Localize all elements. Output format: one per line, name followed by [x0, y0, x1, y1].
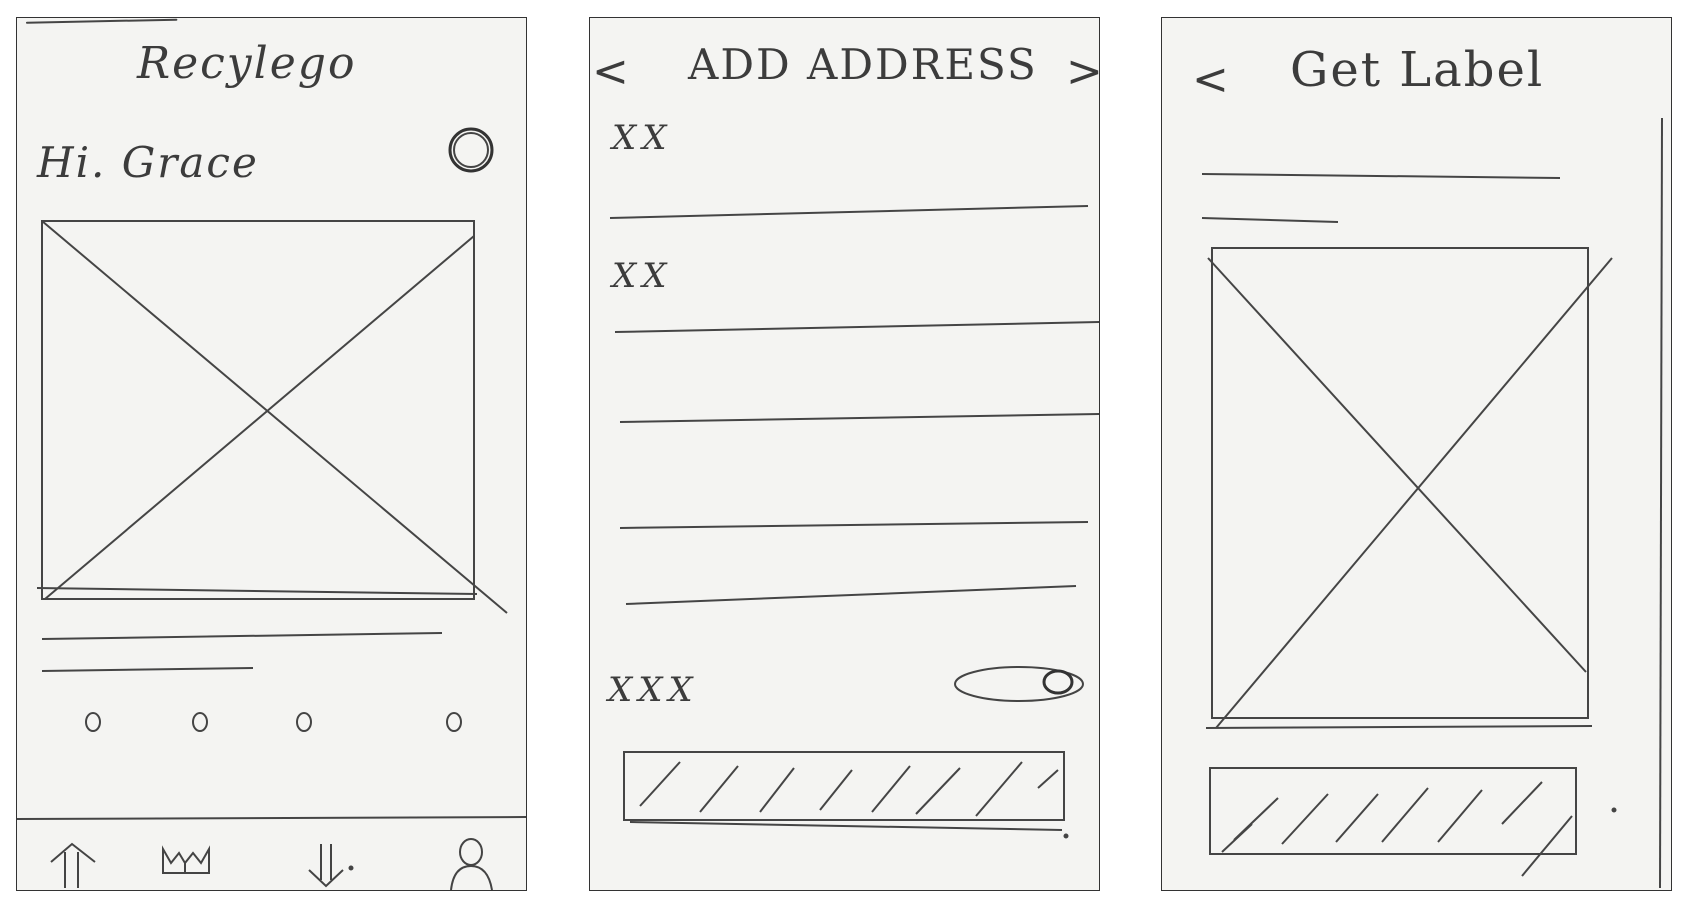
hero-image-placeholder	[37, 220, 508, 614]
screen-add-address: < ADD ADDRESS > XX XX XXX	[589, 17, 1100, 891]
postcode-input[interactable]	[590, 574, 1100, 614]
app-title: Recylego	[137, 38, 357, 89]
book-icon[interactable]	[157, 843, 217, 883]
back-chevron-icon[interactable]: <	[592, 46, 629, 97]
download-arrow-icon[interactable]	[299, 840, 359, 890]
save-address-button[interactable]	[620, 736, 1080, 856]
label-info-text-lines	[1201, 173, 1561, 223]
shipping-label-image-placeholder	[1205, 247, 1613, 729]
field-2-label: XX	[612, 256, 673, 296]
profile-avatar-icon[interactable]	[445, 124, 497, 176]
field-1-label: XX	[612, 118, 673, 158]
address-line-input[interactable]	[590, 404, 1100, 434]
back-chevron-icon[interactable]: <	[1192, 54, 1229, 105]
add-address-title: ADD ADDRESS	[688, 40, 1038, 89]
pagination-dots[interactable]	[77, 708, 497, 738]
city-input[interactable]	[590, 512, 1100, 542]
screen-get-label: < Get Label	[1161, 17, 1672, 891]
description-text-lines	[41, 632, 443, 672]
bottom-nav-divider	[17, 816, 526, 820]
profile-person-icon[interactable]	[445, 836, 501, 891]
download-label-button[interactable]	[1202, 758, 1632, 888]
screen-home: Recylego Hi. Grace	[16, 17, 527, 891]
upload-arrow-icon[interactable]	[45, 838, 105, 890]
field-1-input[interactable]	[590, 198, 1100, 228]
toggle-label: XXX	[608, 670, 699, 710]
next-chevron-icon[interactable]: >	[1066, 46, 1100, 97]
right-edge-stroke	[1659, 118, 1663, 888]
default-address-toggle[interactable]	[952, 658, 1088, 708]
greeting-text: Hi. Grace	[37, 138, 259, 187]
home-sketch-lines	[25, 18, 178, 24]
get-label-title: Get Label	[1290, 42, 1545, 98]
field-2-input[interactable]	[590, 314, 1100, 344]
